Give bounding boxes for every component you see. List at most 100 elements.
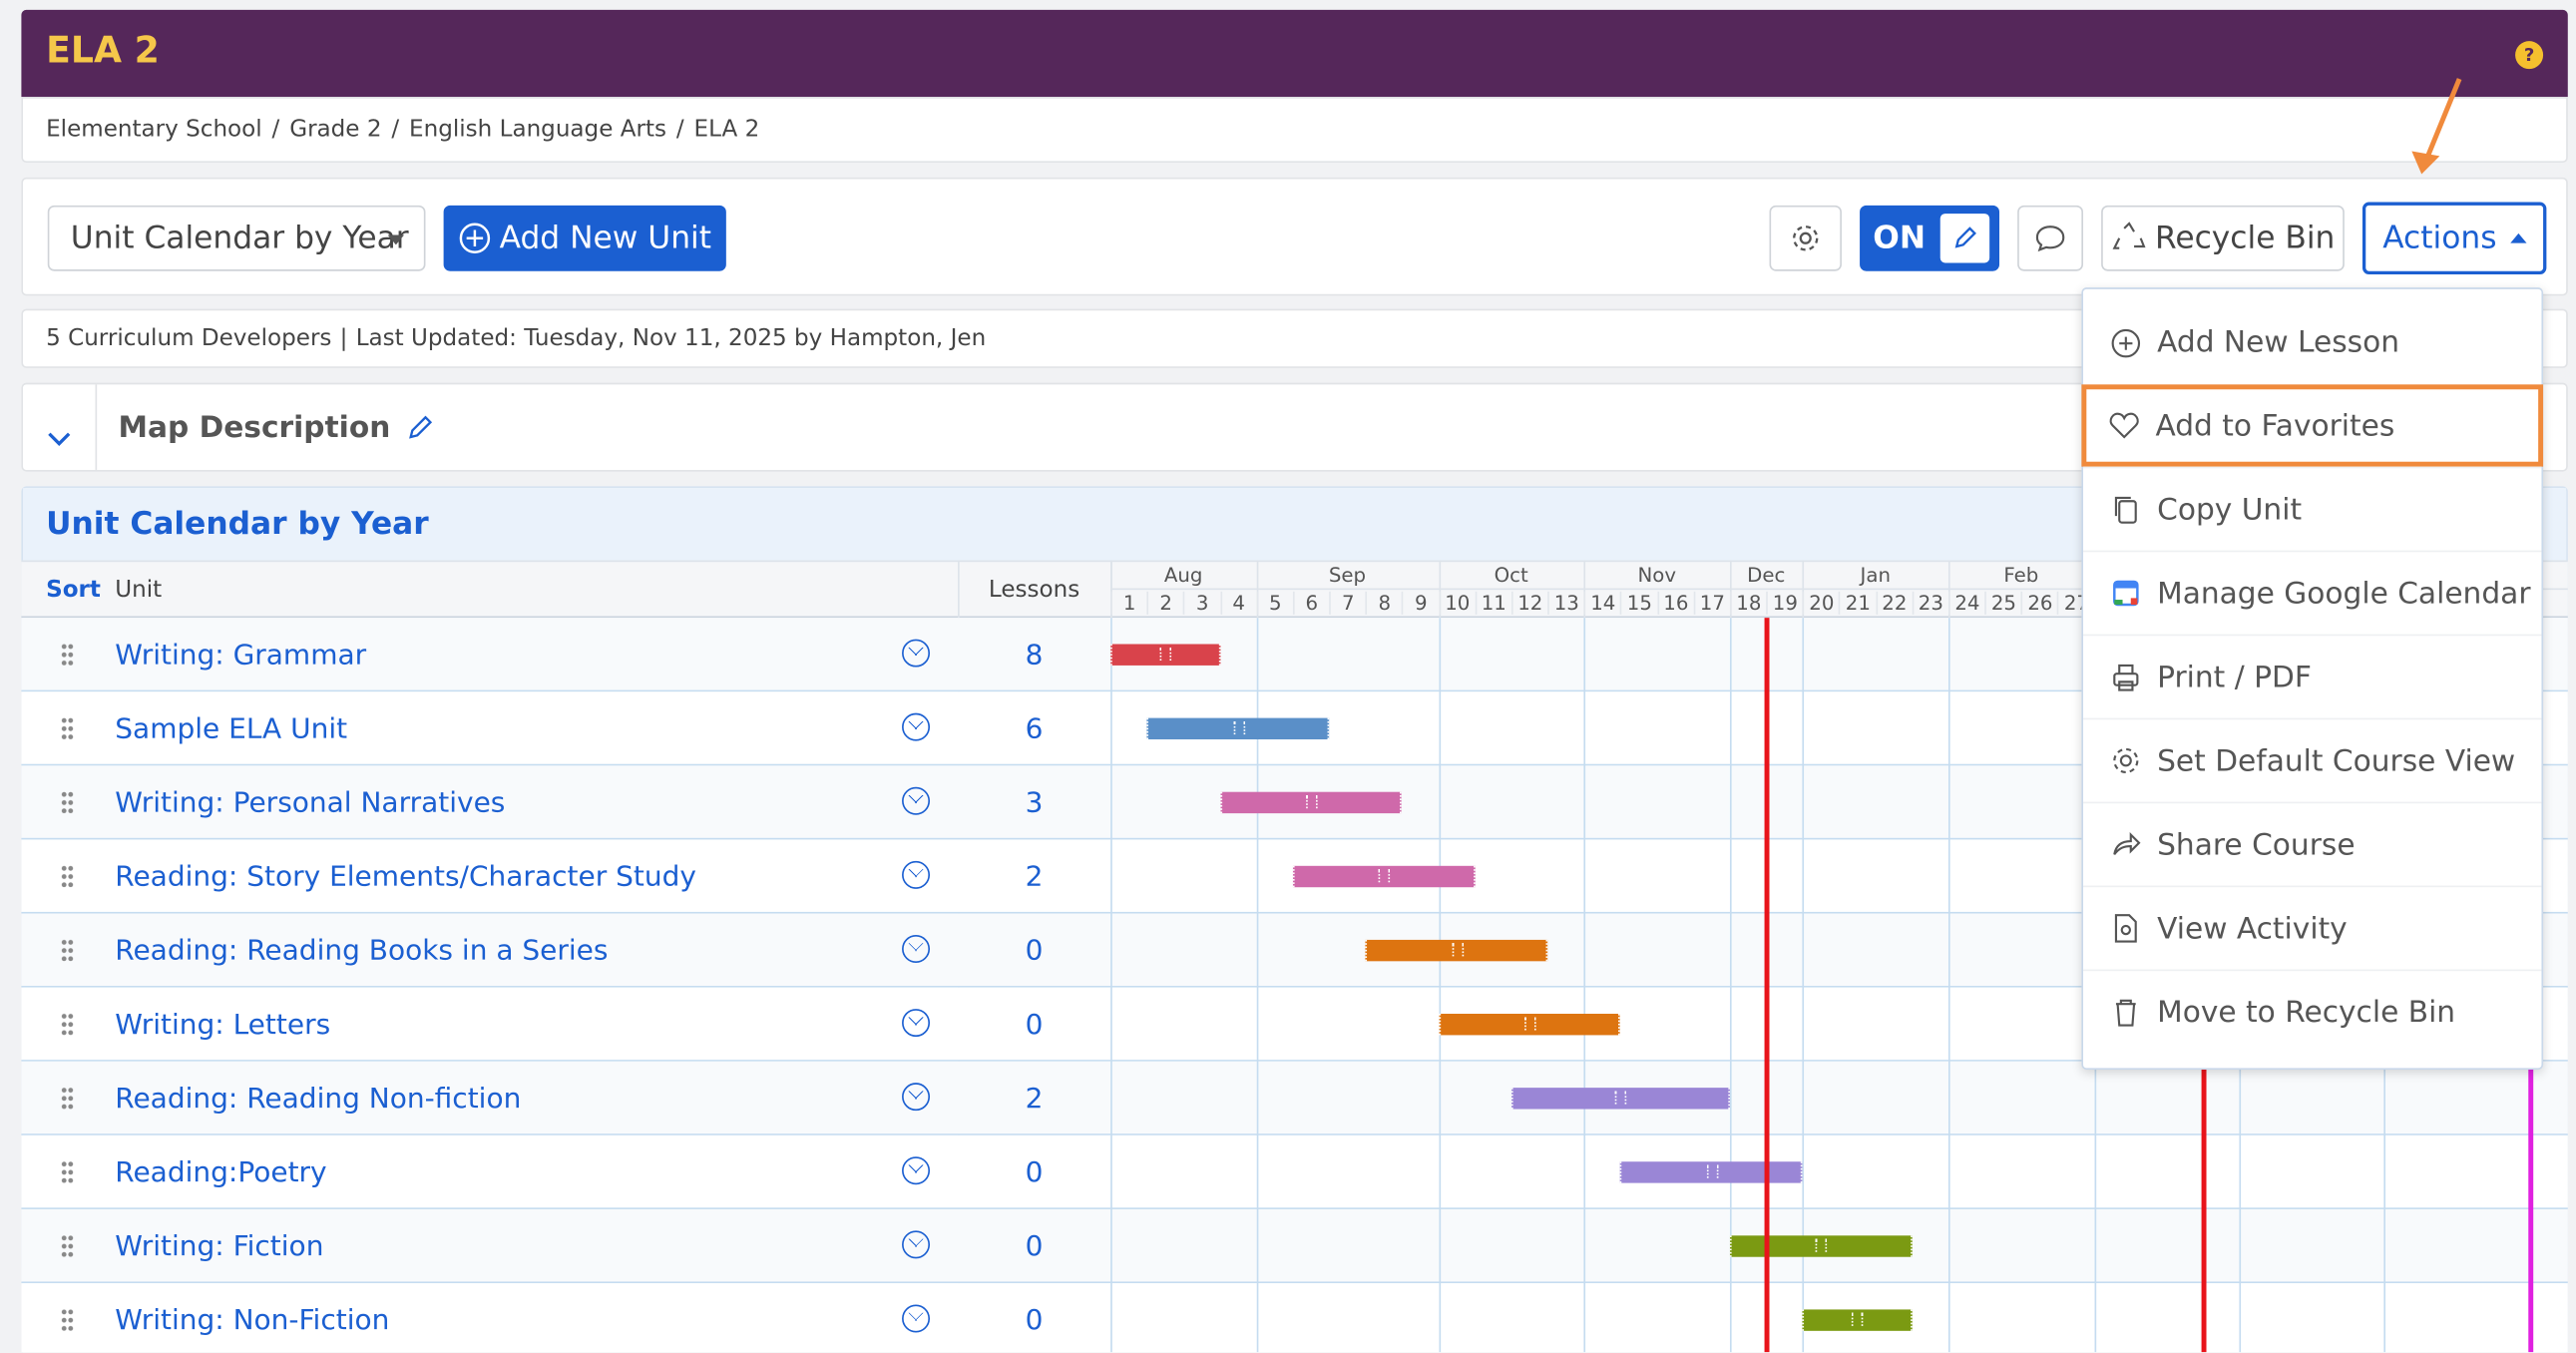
unit-bar[interactable] — [1438, 1014, 1621, 1036]
menu-label: Add New Lesson — [2157, 325, 2400, 360]
drag-handle[interactable] — [60, 864, 75, 888]
menu-item[interactable]: Copy Unit — [2083, 466, 2542, 551]
drag-handle[interactable] — [60, 1307, 75, 1331]
sort-header[interactable]: Sort — [46, 576, 101, 604]
unit-bar[interactable] — [1365, 939, 1548, 962]
unit-bar[interactable] — [1219, 791, 1403, 814]
unit-link[interactable]: Reading: Reading Books in a Series — [115, 934, 609, 968]
unit-link[interactable]: Writing: Grammar — [115, 639, 367, 673]
menu-icon — [2114, 914, 2137, 943]
bar-grip — [1706, 1164, 1719, 1178]
bar-grip — [1852, 1312, 1865, 1326]
breadcrumb[interactable]: English Language Arts — [409, 116, 667, 144]
menu-item[interactable]: Share Course — [2083, 801, 2542, 886]
breadcrumb[interactable]: ELA 2 — [693, 116, 760, 144]
lesson-count[interactable]: 6 — [1025, 712, 1044, 746]
month-label: Jan — [1860, 563, 1892, 587]
unit-menu[interactable] — [902, 639, 931, 668]
settings-button[interactable] — [1769, 205, 1842, 271]
week-label: 13 — [1547, 591, 1583, 615]
drag-handle[interactable] — [60, 1086, 75, 1110]
unit-link[interactable]: Writing: Letters — [115, 1009, 331, 1043]
menu-item[interactable]: Add New Lesson — [2083, 300, 2541, 384]
drag-handle[interactable] — [60, 1233, 75, 1257]
unit-menu[interactable] — [902, 934, 931, 963]
breadcrumb[interactable]: Grade 2 — [289, 116, 382, 144]
drag-handle[interactable] — [60, 642, 75, 666]
last-updated: Last Updated: Tuesday, Nov 11, 2025 by H… — [355, 325, 987, 352]
unit-link[interactable]: Writing: Fiction — [115, 1230, 324, 1264]
month-label: Oct — [1494, 563, 1528, 587]
lesson-count[interactable]: 0 — [1025, 1156, 1044, 1190]
menu-item[interactable]: View Activity — [2083, 885, 2542, 970]
bar-grip — [1615, 1091, 1627, 1105]
recycle-bin-button[interactable]: Recycle Bin — [2101, 205, 2345, 271]
actions-button[interactable]: Actions — [2361, 202, 2547, 274]
unit-menu[interactable] — [902, 1083, 931, 1112]
lesson-count[interactable]: 0 — [1025, 934, 1044, 968]
drag-handle[interactable] — [60, 938, 75, 962]
lesson-count[interactable]: 0 — [1025, 1230, 1044, 1264]
lesson-count[interactable]: 0 — [1025, 1304, 1044, 1338]
help-icon[interactable]: ? — [2515, 41, 2544, 70]
unit-link[interactable]: Sample ELA Unit — [115, 712, 348, 746]
unit-link[interactable]: Reading: Reading Non-fiction — [115, 1083, 522, 1117]
unit-menu[interactable] — [902, 1009, 931, 1038]
lesson-count[interactable]: 3 — [1025, 786, 1044, 820]
collapse-toggle[interactable] — [23, 384, 98, 470]
lesson-count[interactable]: 8 — [1025, 639, 1044, 673]
drag-handle[interactable] — [60, 1159, 75, 1183]
menu-item[interactable]: Manage Google Calendar — [2083, 550, 2542, 635]
menu-item[interactable]: Print / PDF — [2083, 634, 2542, 718]
course-title: ELA 2 — [46, 31, 160, 73]
menu-item[interactable]: Move to Recycle Bin — [2083, 969, 2542, 1054]
edit-icon[interactable] — [407, 414, 433, 440]
unit-menu[interactable] — [902, 1304, 931, 1333]
unit-menu[interactable] — [902, 1230, 931, 1259]
unit-menu[interactable] — [902, 860, 931, 889]
bar-grip — [1159, 647, 1172, 661]
unit-link[interactable]: Writing: Personal Narratives — [115, 786, 506, 820]
menu-icon — [2114, 496, 2137, 524]
toolbar: Unit Calendar by Year Add New Unit ON Re… — [21, 177, 2568, 296]
unit-bar[interactable] — [1620, 1161, 1803, 1183]
month-line — [1256, 618, 1258, 1353]
menu-item[interactable]: Add to Favorites — [2081, 384, 2544, 467]
drag-handle[interactable] — [60, 715, 75, 740]
edit-toggle[interactable]: ON — [1860, 205, 2000, 271]
breadcrumbs: Elementary School / Grade 2 / English Langua… — [46, 99, 759, 162]
view-select[interactable]: Unit Calendar by Year — [47, 205, 426, 271]
menu-icon — [2113, 664, 2139, 691]
drag-handle[interactable] — [60, 1012, 75, 1036]
breadcrumb[interactable]: Elementary School — [46, 116, 262, 144]
add-unit-button[interactable]: Add New Unit — [443, 205, 726, 271]
unit-menu[interactable] — [902, 786, 931, 815]
week-label: 19 — [1766, 591, 1802, 615]
menu-item[interactable]: Set Default Course View — [2083, 717, 2542, 802]
unit-link[interactable]: Reading:Poetry — [115, 1156, 327, 1190]
unit-menu[interactable] — [902, 712, 931, 741]
comments-button[interactable] — [2017, 205, 2084, 271]
actions-label: Actions — [2382, 220, 2497, 256]
lesson-count[interactable]: 2 — [1025, 1083, 1044, 1117]
unit-bar[interactable] — [1110, 644, 1220, 666]
drag-handle[interactable] — [60, 790, 75, 814]
unit-link[interactable]: Reading: Story Elements/Character Study — [115, 860, 696, 894]
add-unit-label: Add New Unit — [499, 220, 711, 256]
menu-icon — [2111, 328, 2141, 357]
week-label: 8 — [1365, 591, 1402, 615]
unit-bar[interactable] — [1802, 1309, 1913, 1331]
developers: 5 Curriculum Developers — [46, 325, 332, 352]
unit-link[interactable]: Writing: Non-Fiction — [115, 1304, 390, 1338]
month-label: Sep — [1328, 563, 1367, 587]
chevron-down — [48, 432, 71, 446]
unit-bar[interactable] — [1146, 717, 1330, 740]
unit-bar[interactable] — [1292, 865, 1476, 888]
caret-up — [2509, 232, 2527, 243]
unit-menu[interactable] — [902, 1156, 931, 1185]
unit-bar[interactable] — [1729, 1235, 1913, 1257]
lesson-count[interactable]: 0 — [1025, 1009, 1044, 1043]
menu-label: Set Default Course View — [2157, 743, 2516, 778]
lesson-count[interactable]: 2 — [1025, 860, 1044, 894]
unit-bar[interactable] — [1510, 1088, 1730, 1110]
